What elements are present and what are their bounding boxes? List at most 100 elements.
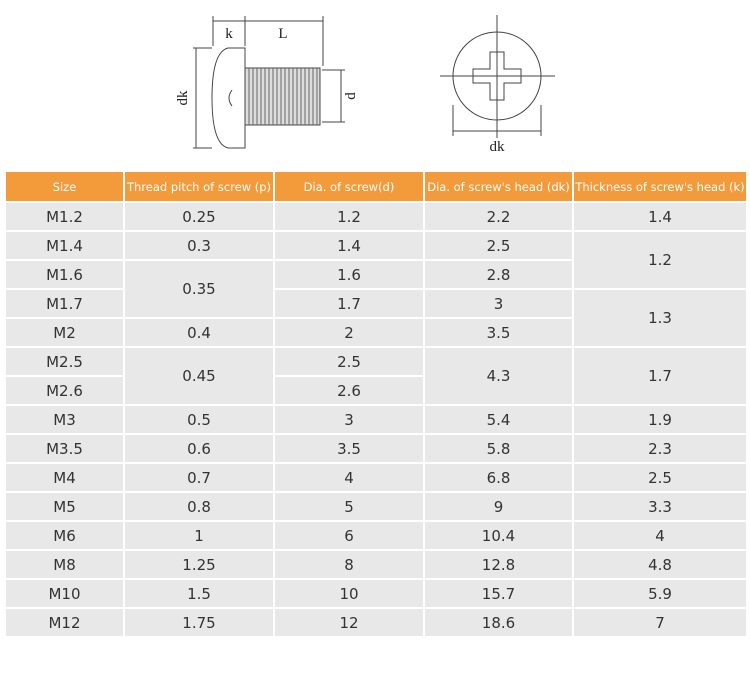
spec-table: Size Thread pitch of screw (p) Dia. of s… [4,170,748,638]
value-cell: 3 [423,288,574,319]
table-row: M1.4 0.3 1.4 2.5 1.2 [4,230,748,290]
size-cell: M2.6 [4,375,125,406]
size-cell: M2 [4,317,125,348]
value-cell: 6.8 [423,462,574,493]
value-cell: 2 [273,317,425,348]
table-row: M2 0.4 2 3.5 [4,317,747,348]
table-row: M1.7 1.7 3 1.3 [4,288,748,348]
value-cell: 1.7 [273,288,425,319]
table-row: M6 1 6 10.4 4 [4,520,748,551]
value-cell: 1.3 [572,288,748,348]
value-cell: 5.4 [423,404,574,435]
value-cell: 5.8 [423,433,574,464]
value-cell: 4.8 [572,549,748,580]
value-cell: 0.5 [123,404,275,435]
value-cell: 1 [123,520,275,551]
table-row: M12 1.75 12 18.6 7 [4,607,748,638]
value-cell: 1.2 [273,201,425,232]
header-row: Size Thread pitch of screw (p) Dia. of s… [4,170,748,203]
value-cell: 3.5 [273,433,425,464]
value-cell: 15.7 [423,578,574,609]
value-cell: 1.6 [273,259,425,290]
size-cell: M3 [4,404,125,435]
value-cell: 0.35 [123,259,275,319]
value-cell: 2.3 [572,433,748,464]
value-cell: 10.4 [423,520,574,551]
size-cell: M8 [4,549,125,580]
value-cell: 1.4 [572,201,748,232]
size-cell: M1.4 [4,230,125,261]
table-row: M10 1.5 10 15.7 5.9 [4,578,748,609]
header-cell: Thickness of screw's head (k) [572,170,748,203]
size-cell: M6 [4,520,125,551]
value-cell: 1.75 [123,607,275,638]
value-cell: 12 [273,607,425,638]
table-row: M1.2 0.25 1.2 2.2 1.4 [4,201,748,232]
value-cell: 12.8 [423,549,574,580]
size-cell: M1.2 [4,201,125,232]
side-view: k L dk d [175,16,359,149]
value-cell: 1.7 [572,346,748,406]
value-cell: 18.6 [423,607,574,638]
value-cell: 4.3 [423,346,574,406]
value-cell: 3 [273,404,425,435]
value-cell: 5 [273,491,425,522]
value-cell: 3.5 [423,317,574,348]
label-dk-top: dk [490,139,506,155]
value-cell: 4 [572,520,748,551]
size-cell: M1.7 [4,288,125,319]
diagram: k L dk d dk [175,15,555,155]
value-cell: 1.2 [572,230,748,290]
header-cell: Size [4,170,125,203]
table-row: M8 1.25 8 12.8 4.8 [4,549,748,580]
value-cell: 9 [423,491,574,522]
value-cell: 2.5 [572,462,748,493]
size-cell: M1.6 [4,259,125,290]
table-row: M4 0.7 4 6.8 2.5 [4,462,748,493]
value-cell: 0.7 [123,462,275,493]
size-cell: M4 [4,462,125,493]
value-cell: 5.9 [572,578,748,609]
size-cell: M3.5 [4,433,125,464]
value-cell: 0.25 [123,201,275,232]
value-cell: 2.2 [423,201,574,232]
value-cell: 1.5 [123,578,275,609]
label-L: L [278,26,287,42]
value-cell: 1.4 [273,230,425,261]
value-cell: 0.45 [123,346,275,406]
label-k: k [225,26,233,42]
value-cell: 0.4 [123,317,275,348]
top-view: dk [440,15,555,155]
table-row: M2.5 0.45 2.5 4.3 1.7 [4,346,748,406]
value-cell: 2.6 [273,375,425,406]
table-row: M1.6 0.35 1.6 2.8 [4,259,747,319]
value-cell: 6 [273,520,425,551]
size-cell: M5 [4,491,125,522]
value-cell: 1.9 [572,404,748,435]
table-row: M3 0.5 3 5.4 1.9 [4,404,748,435]
header-cell: Dia. of screw's head (dk) [423,170,574,203]
label-d: d [343,92,359,100]
size-cell: M10 [4,578,125,609]
value-cell: 2.5 [273,346,425,377]
value-cell: 4 [273,462,425,493]
value-cell: 1.25 [123,549,275,580]
value-cell: 0.8 [123,491,275,522]
value-cell: 2.8 [423,259,574,290]
header-cell: Dia. of screw(d) [273,170,425,203]
value-cell: 0.3 [123,230,275,261]
value-cell: 2.5 [423,230,574,261]
header-cell: Thread pitch of screw (p) [123,170,275,203]
table-body: M1.2 0.25 1.2 2.2 1.4 M1.4 0.3 1.4 2.5 1.2 M1.6 0.3… [4,201,748,638]
label-dk: dk [175,90,191,106]
value-cell: 8 [273,549,425,580]
value-cell: 3.3 [572,491,748,522]
size-cell: M12 [4,607,125,638]
table-row: M2.6 2.6 [4,375,747,406]
table-row: M3.5 0.6 3.5 5.8 2.3 [4,433,748,464]
value-cell: 0.6 [123,433,275,464]
value-cell: 10 [273,578,425,609]
table-row: M5 0.8 5 9 3.3 [4,491,748,522]
size-cell: M2.5 [4,346,125,377]
